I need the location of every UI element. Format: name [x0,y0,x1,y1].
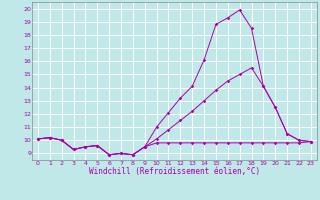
X-axis label: Windchill (Refroidissement éolien,°C): Windchill (Refroidissement éolien,°C) [89,167,260,176]
